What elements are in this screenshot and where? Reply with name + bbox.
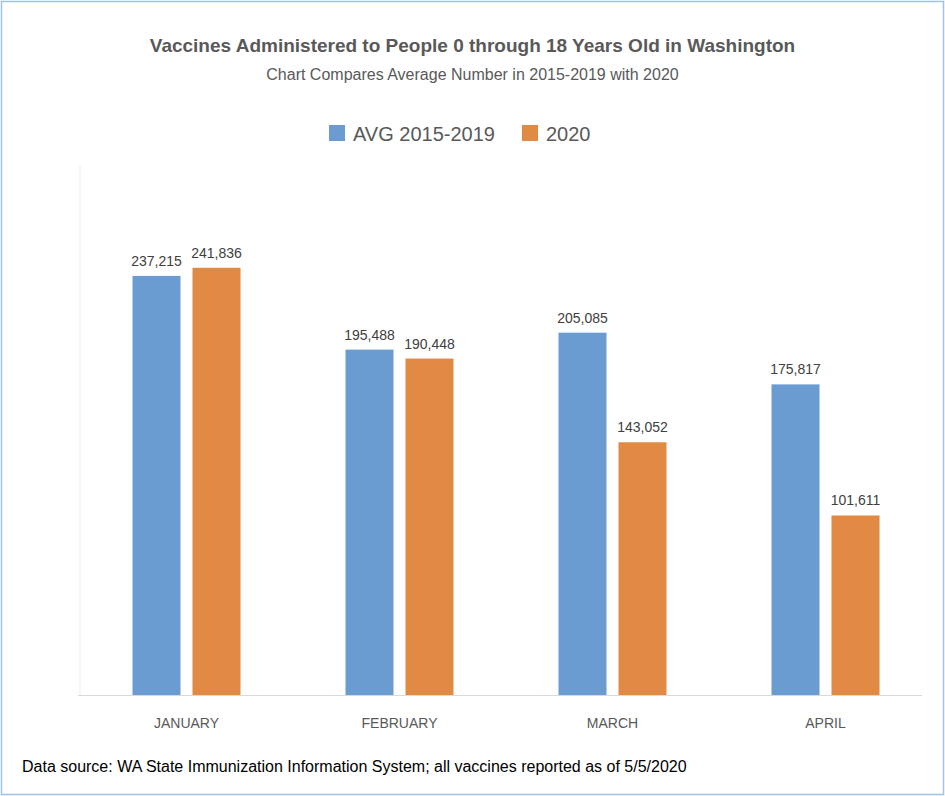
legend-swatch [329, 125, 345, 141]
data-label: 237,215 [131, 253, 182, 269]
bar [619, 442, 667, 695]
data-label: 195,488 [344, 327, 395, 343]
category-label: JANUARY [154, 715, 220, 731]
bar [346, 350, 394, 695]
data-labels: 237,215 195,488 205,085 175,817 241,836 190,4… [131, 245, 880, 509]
bar [772, 384, 820, 695]
bars [133, 268, 880, 695]
bar [406, 359, 454, 695]
category-label: MARCH [587, 715, 638, 731]
category-label: APRIL [805, 715, 846, 731]
data-label: 101,611 [831, 492, 881, 508]
chart-subtitle: Chart Compares Average Number in 2015-20… [266, 66, 678, 83]
bar [193, 268, 241, 695]
chart-title: Vaccines Administered to People 0 throug… [150, 35, 795, 56]
data-label: 175,817 [770, 361, 821, 377]
bar [559, 333, 607, 695]
legend: AVG 2015-2019 2020 [329, 123, 591, 145]
data-label: 143,052 [617, 419, 668, 435]
data-label: 190,448 [404, 336, 455, 352]
legend-swatch [522, 125, 538, 141]
data-label: 205,085 [557, 310, 608, 326]
source-note: Data source: WA State Immunization Infor… [22, 758, 687, 775]
category-label: FEBRUARY [362, 715, 439, 731]
bar [133, 276, 181, 695]
chart-frame [2, 2, 944, 795]
data-label: 241,836 [191, 245, 242, 261]
bar [832, 515, 880, 695]
value-axis-line [80, 165, 81, 695]
category-axis-line [78, 695, 922, 696]
legend-label: AVG 2015-2019 [353, 123, 495, 145]
legend-label: 2020 [546, 123, 591, 145]
